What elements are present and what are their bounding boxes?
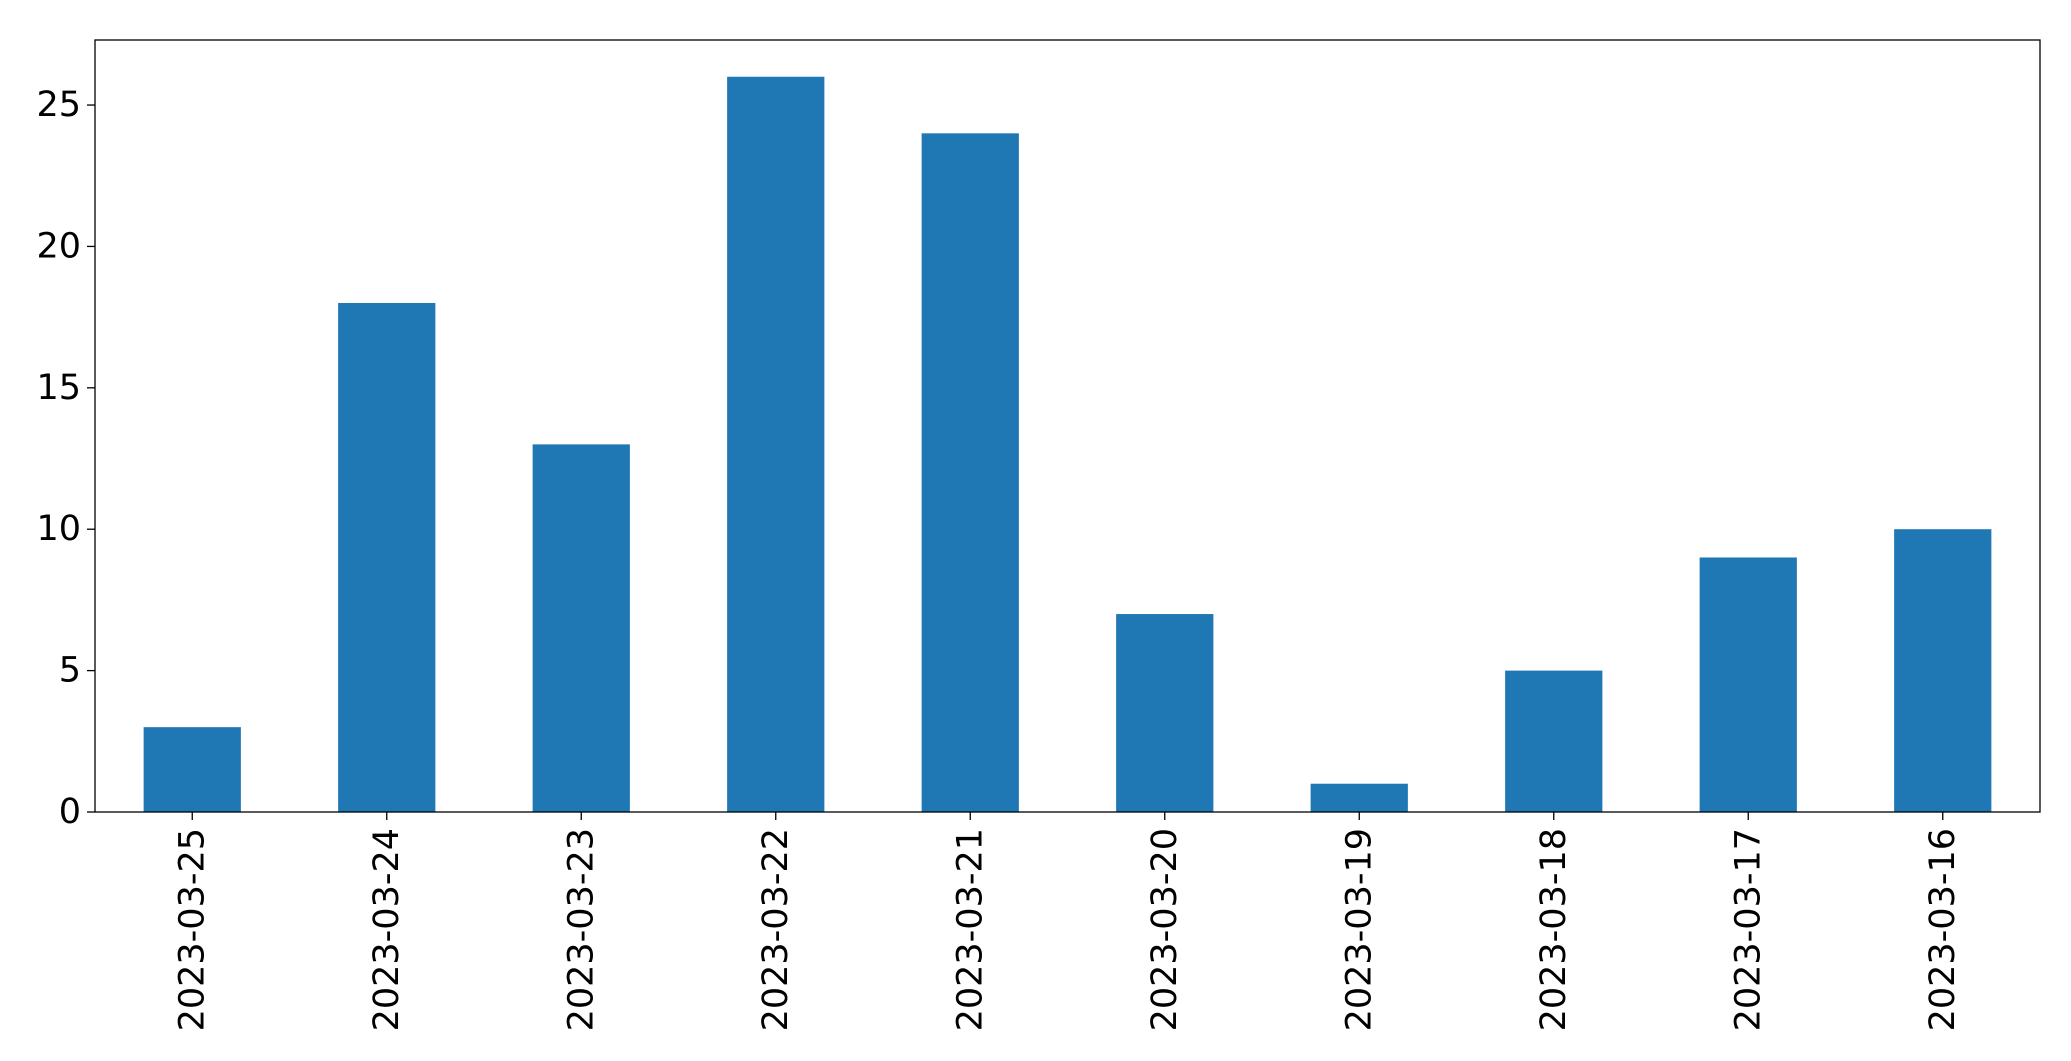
x-tick-label: 2023-03-24 [367, 828, 407, 1031]
bar-2023-03-20 [1116, 614, 1214, 812]
x-tick-label: 2023-03-22 [756, 828, 796, 1031]
x-axis: 2023-03-25 2023-03-24 2023-03-23 2023-03-22… [172, 812, 1963, 1031]
bar-2023-03-16 [1894, 529, 1992, 812]
y-tick-label: 0 [59, 792, 81, 832]
y-tick-label: 15 [36, 368, 81, 408]
x-tick-label: 2023-03-19 [1339, 828, 1379, 1031]
x-tick-label: 2023-03-17 [1728, 828, 1768, 1031]
y-tick-label: 5 [59, 651, 81, 691]
bar-2023-03-19 [1310, 783, 1408, 812]
x-tick-label: 2023-03-16 [1923, 828, 1963, 1031]
plot-frame [94, 39, 2041, 813]
x-tick-label: 2023-03-18 [1534, 828, 1574, 1031]
y-tick-label: 10 [36, 509, 81, 549]
bar-2023-03-24 [338, 302, 436, 812]
bar-2023-03-25 [143, 727, 241, 812]
bar-2023-03-18 [1505, 670, 1603, 812]
x-tick-label: 2023-03-23 [561, 828, 601, 1031]
x-tick-label: 2023-03-25 [172, 828, 212, 1031]
bar-2023-03-23 [532, 444, 630, 812]
x-tick-label: 2023-03-21 [950, 828, 990, 1031]
y-axis: 0 5 10 15 20 25 [36, 85, 95, 832]
bar-2023-03-21 [921, 133, 1019, 813]
x-tick-label: 2023-03-20 [1145, 828, 1185, 1031]
bars-group [143, 76, 1992, 813]
y-tick-label: 25 [36, 85, 81, 125]
y-tick-label: 20 [36, 226, 81, 266]
bar-2023-03-22 [727, 76, 825, 812]
bar-2023-03-17 [1699, 557, 1797, 812]
